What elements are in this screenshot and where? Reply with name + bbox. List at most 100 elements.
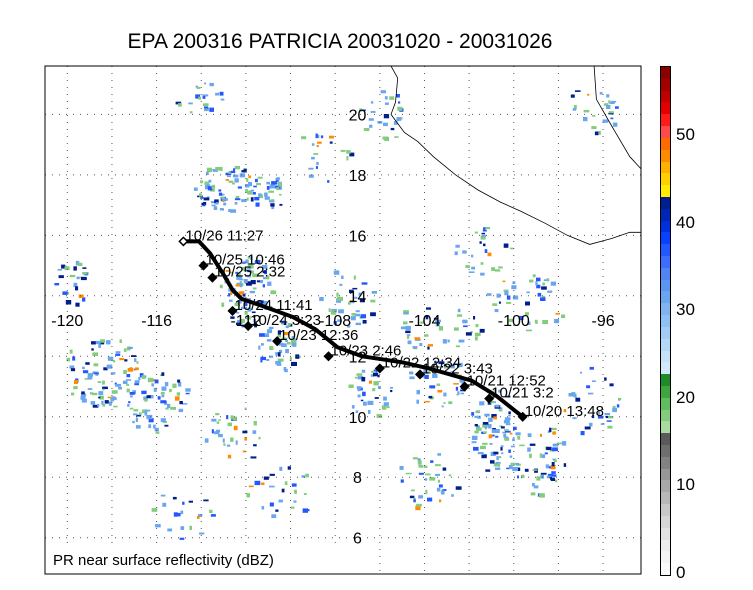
colorbar-segment: [661, 279, 670, 292]
colorbar-segment: [661, 350, 670, 363]
rain-pixel: [269, 184, 276, 189]
track-point-label: 10/24 11:41: [235, 297, 313, 314]
rain-pixel: [508, 318, 513, 322]
rain-pixel: [369, 380, 373, 384]
rain-pixel: [421, 375, 426, 378]
rain-pixel: [254, 196, 260, 201]
rain-pixel: [213, 431, 220, 435]
rain-pixel: [358, 292, 362, 296]
rain-pixel: [313, 153, 319, 155]
rain-pixel: [508, 449, 511, 453]
track-point-marker: [323, 351, 334, 362]
rain-pixel: [430, 460, 434, 463]
rain-pixel: [111, 396, 114, 401]
colorbar-segment: [661, 445, 670, 457]
rain-pixel: [254, 322, 257, 328]
rain-pixel: [488, 417, 493, 422]
rain-pixel: [542, 320, 549, 325]
rain-pixel: [503, 420, 510, 424]
rain-pixel: [89, 392, 94, 395]
track-point-label: 10/22 3:43: [422, 360, 493, 377]
rain-pixel: [262, 270, 267, 274]
rain-pixel: [338, 309, 344, 314]
rain-pixel: [146, 395, 151, 399]
rain-pixel: [618, 397, 622, 400]
rain-pixel: [463, 325, 468, 328]
track-point-label: 10/21 3:2: [491, 385, 554, 402]
rain-pixel: [428, 395, 433, 399]
rain-pixel: [236, 282, 242, 285]
rain-pixel: [218, 192, 223, 196]
rain-pixel: [243, 260, 247, 263]
track-point-marker: [198, 260, 209, 271]
rain-pixel: [305, 473, 309, 478]
rain-pixel: [503, 289, 509, 292]
track-point-marker: [178, 236, 189, 247]
rain-pixel: [456, 345, 460, 348]
rain-pixel: [254, 480, 261, 486]
rain-pixel: [246, 178, 249, 182]
rain-pixel: [457, 391, 460, 395]
rain-pixel: [253, 421, 257, 426]
rain-pixel: [180, 510, 184, 515]
rain-pixel: [539, 433, 542, 437]
rain-pixel: [500, 445, 504, 448]
rain-pixel: [97, 404, 100, 407]
rain-pixel: [501, 452, 504, 455]
rain-pixel: [210, 201, 215, 204]
rain-pixel: [506, 301, 512, 304]
rain-pixel: [230, 437, 234, 442]
rain-pixel: [484, 413, 490, 417]
rain-pixel: [185, 388, 191, 392]
rain-pixel: [357, 394, 361, 398]
rain-pixel: [141, 375, 146, 379]
rain-pixel: [199, 532, 205, 535]
rain-pixel: [426, 307, 431, 310]
rain-pixel: [450, 364, 455, 369]
rain-pixel: [255, 259, 261, 264]
rain-pixel: [220, 166, 223, 171]
rain-pixel: [271, 514, 277, 518]
rain-pixel: [455, 244, 460, 248]
longitude-label: -96: [591, 313, 614, 330]
coastline-segment: [390, 66, 641, 245]
colorbar-segment: [661, 397, 670, 410]
rain-pixel: [230, 316, 235, 319]
rain-pixel: [91, 348, 94, 351]
rain-pixel: [444, 366, 450, 369]
rain-pixel: [264, 196, 270, 200]
rain-pixel: [336, 292, 339, 297]
rain-pixel: [302, 508, 308, 513]
rain-pixel: [269, 485, 275, 488]
rain-pixel: [275, 182, 278, 185]
rain-pixel: [396, 94, 400, 98]
rain-pixel: [512, 438, 515, 442]
rain-pixel: [242, 430, 248, 434]
rain-pixel: [308, 167, 314, 170]
rain-pixel: [474, 332, 481, 337]
rain-pixel: [221, 302, 225, 307]
rain-pixel: [219, 91, 224, 96]
rain-pixel: [204, 185, 208, 190]
rain-pixel: [250, 256, 253, 260]
rain-pixel: [204, 106, 208, 109]
rain-pixel: [504, 417, 510, 421]
rain-pixel: [123, 348, 127, 352]
rain-pixel: [87, 373, 93, 377]
rain-pixel: [291, 361, 297, 366]
rain-pixel: [441, 405, 444, 408]
rain-pixel: [178, 382, 182, 387]
rain-pixel: [154, 427, 159, 432]
rain-pixel: [609, 102, 615, 104]
rain-pixel: [107, 356, 114, 361]
rain-pixel: [234, 302, 240, 307]
rain-pixel: [485, 227, 491, 230]
rain-pixel: [239, 173, 246, 178]
rain-pixel: [247, 274, 251, 278]
rain-pixel: [572, 417, 577, 420]
rain-pixel: [136, 414, 142, 417]
track-point-marker: [272, 336, 283, 347]
rain-pixel: [216, 421, 220, 424]
rain-pixel: [206, 196, 210, 199]
